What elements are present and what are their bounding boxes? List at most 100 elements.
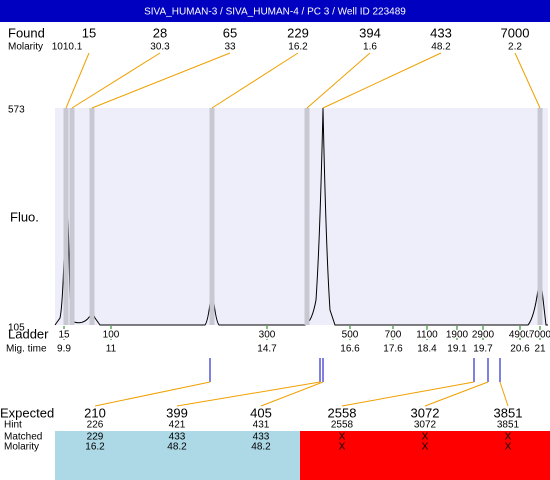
ladder-size: 15 — [58, 330, 70, 341]
ladder-time: 20.6 — [510, 344, 530, 355]
ladder-time: 17.6 — [383, 344, 403, 355]
ladder-size: 100 — [103, 330, 120, 341]
header-title: SIVA_HUMAN-3 / SIVA_HUMAN-4 / PC 3 / Wel… — [144, 7, 406, 18]
ladder-time: 11 — [106, 344, 117, 355]
time-label: Mig. time — [6, 344, 47, 355]
cell: 433 — [169, 432, 186, 443]
found-molarity: 2.2 — [508, 42, 522, 53]
expected-link — [94, 381, 211, 407]
cell: 3851 — [497, 420, 520, 431]
cell: 2558 — [328, 405, 357, 420]
y-max: 573 — [8, 105, 25, 116]
ladder-size: 300 — [259, 330, 276, 341]
cell: 433 — [253, 432, 270, 443]
peak-link — [322, 52, 442, 109]
found-size: 433 — [430, 25, 452, 40]
ladder-size: 4900 — [509, 330, 532, 341]
cell: 229 — [87, 432, 104, 443]
plot-area — [55, 108, 548, 325]
found-size: 65 — [223, 25, 237, 40]
peak-link — [514, 52, 541, 109]
y-label: Fluo. — [10, 209, 39, 224]
ladder-size: 15 — [58, 330, 70, 341]
molarity-label: Molarity — [8, 42, 43, 53]
ladder-size: 1900 — [446, 330, 469, 341]
ladder-size: 2900 — [472, 330, 495, 341]
ladder-time: 9.9 — [57, 344, 71, 355]
found-size: 15 — [82, 25, 96, 40]
ladder-time: 16.6 — [340, 344, 360, 355]
ladder-size: 2900 — [472, 330, 495, 341]
found-size: 394 — [359, 25, 381, 40]
peak-band — [69, 108, 75, 325]
found-molarity: 48.2 — [431, 42, 451, 53]
cell: X — [339, 432, 346, 443]
found-label: Found — [8, 25, 45, 40]
cell: X — [422, 432, 429, 443]
cell: 226 — [87, 420, 104, 431]
cell: X — [339, 442, 346, 453]
expected-link — [176, 381, 321, 407]
found-size: 229 — [287, 25, 309, 40]
ladder-size: 500 — [342, 330, 359, 341]
ladder-size: 7000 — [529, 330, 550, 341]
found-molarity: 30.3 — [150, 42, 170, 53]
matched-bg — [55, 431, 300, 480]
cell: 48.2 — [167, 442, 187, 453]
ladder-size: 1100 — [416, 330, 438, 341]
cell: 3072 — [411, 405, 440, 420]
ladder-time: 21 — [534, 344, 546, 355]
found-molarity: 33 — [224, 42, 236, 53]
cell: 210 — [84, 405, 106, 420]
peak-band — [537, 108, 543, 325]
y-min: 105 — [8, 323, 25, 334]
cell: 431 — [253, 420, 270, 431]
peak-link — [91, 52, 231, 109]
ladder-size: 4900 — [509, 330, 532, 341]
ladder-size: 700 — [385, 330, 402, 341]
cell: 421 — [169, 420, 186, 431]
row-label: Matched — [4, 432, 42, 443]
found-molarity: 16.2 — [288, 42, 308, 53]
ladder-label: Ladder — [8, 326, 49, 341]
ladder-size: 700 — [385, 330, 402, 341]
found-size: 7000 — [501, 25, 530, 40]
row-label: Molarity — [4, 442, 39, 453]
ladder-time: 19.1 — [447, 344, 467, 355]
found-molarity: 1010.1 — [52, 42, 83, 53]
ladder-size: 500 — [342, 330, 359, 341]
found-molarity: 1.6 — [363, 42, 377, 53]
peak-link — [65, 52, 90, 109]
ladder-time: 19.7 — [473, 344, 493, 355]
peak-band — [89, 108, 95, 325]
header-bar — [0, 0, 550, 22]
ladder-size: 7000 — [529, 330, 550, 341]
ladder-size: 1900 — [446, 330, 469, 341]
ladder-size: 300 — [259, 330, 276, 341]
cell: 16.2 — [85, 442, 105, 453]
cell: 3072 — [414, 420, 437, 431]
peak-link — [306, 52, 371, 109]
ladder-size: 100 — [103, 330, 120, 341]
expected-link — [424, 381, 489, 407]
peak-link — [211, 52, 299, 109]
cell: X — [505, 432, 512, 443]
cell: 2558 — [331, 420, 354, 431]
row-label: Expected — [0, 405, 54, 420]
ladder-size: 1100 — [416, 330, 438, 341]
cell: 399 — [166, 405, 188, 420]
cell: X — [505, 442, 512, 453]
ladder-time: 18.4 — [417, 344, 437, 355]
cell: 3851 — [494, 405, 523, 420]
cell: 405 — [250, 405, 272, 420]
peak-band — [304, 108, 310, 325]
row-label: Hint — [4, 420, 22, 431]
unmatched-bg — [300, 431, 550, 480]
expected-link — [341, 381, 475, 407]
peak-band — [63, 108, 69, 325]
cell: 48.2 — [251, 442, 271, 453]
peak-band — [209, 108, 215, 325]
peak-link — [71, 52, 161, 109]
found-size: 28 — [153, 25, 167, 40]
